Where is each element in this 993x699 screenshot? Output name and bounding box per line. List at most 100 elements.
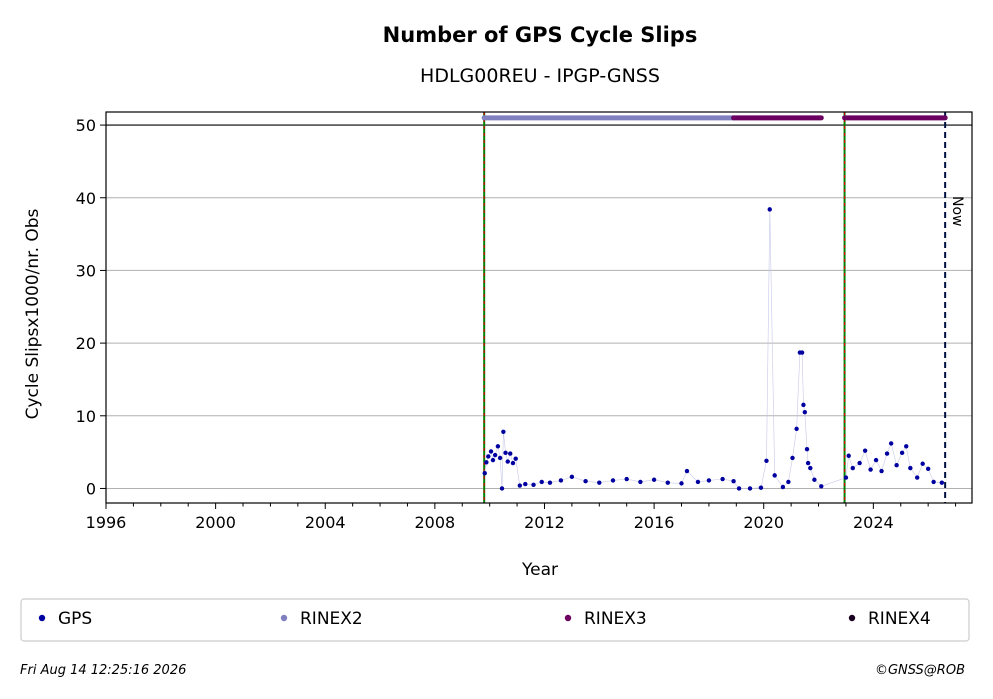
gps-point	[908, 465, 913, 471]
y-tick-label: 50	[76, 116, 96, 135]
gps-point	[547, 480, 553, 485]
gps-point	[843, 475, 849, 480]
gps-points	[482, 207, 945, 491]
gps-point	[510, 460, 516, 466]
y-axis-label: Cycle Slipsx1000/nr. Obs	[23, 208, 43, 419]
now-marker-label: Now	[949, 196, 965, 227]
grid-lines	[106, 124, 972, 489]
gps-point	[862, 448, 868, 453]
gps-point	[920, 461, 925, 466]
x-tick-label: 2016	[634, 513, 675, 532]
gps-point	[790, 455, 795, 461]
gps-point	[888, 441, 894, 446]
gps-point	[484, 460, 489, 465]
x-axis: 1996 2000 2004 2008 2012 2016 2020 2024	[86, 503, 957, 532]
gps-point	[899, 450, 905, 456]
x-axis-label: Year	[521, 560, 558, 580]
gps-point	[857, 460, 862, 466]
footer-timestamp: Fri Aug 14 12:25:16 2026	[20, 663, 186, 678]
legend-frame	[20, 598, 970, 642]
gps-point	[808, 465, 813, 471]
legend: GPS RINEX2 RINEX3 RINEX4	[20, 598, 970, 642]
gps-point	[497, 455, 503, 461]
gps-point	[802, 409, 808, 415]
gps-point	[610, 478, 616, 483]
legend-label-gps: GPS	[58, 609, 92, 629]
gps-trace	[484, 209, 942, 489]
gps-point	[523, 481, 528, 487]
x-tick-label: 2004	[305, 513, 346, 532]
gps-point	[868, 467, 873, 472]
gps-point	[501, 429, 506, 434]
gps-point	[488, 449, 494, 454]
gps-point	[939, 480, 945, 485]
gps-point	[569, 474, 575, 480]
legend-marker-gps	[38, 614, 46, 622]
gps-point	[492, 452, 498, 458]
x-tick-label: 2008	[415, 513, 456, 532]
x-tick-label: 2000	[195, 513, 236, 532]
gps-point	[767, 207, 772, 212]
gps-point	[720, 476, 725, 482]
gps-point	[925, 466, 931, 472]
x-tick-label: 2024	[853, 513, 894, 532]
gps-point	[539, 479, 544, 485]
legend-marker-rinex2	[280, 614, 288, 622]
gps-point	[884, 451, 890, 456]
gps-point	[486, 454, 491, 459]
gps-point	[780, 484, 786, 490]
gps-point	[558, 478, 564, 483]
y-tick-label: 0	[86, 479, 96, 498]
gps-point	[879, 468, 884, 474]
y-tick-label: 20	[76, 334, 96, 353]
gps-point	[517, 483, 523, 488]
gps-point	[786, 479, 791, 485]
chart-subtitle: HDLG00REU - IPGP-GNSS	[420, 65, 660, 87]
legend-marker-rinex3	[564, 614, 572, 622]
gps-point	[508, 451, 513, 456]
gps-point	[931, 479, 936, 485]
y-tick-label: 30	[76, 261, 96, 280]
gps-point	[731, 478, 736, 484]
gps-point	[513, 456, 518, 461]
gps-point	[850, 465, 855, 471]
gps-point	[873, 457, 879, 463]
y-axis: 0 10 20 30 40 50	[76, 116, 106, 498]
gps-point	[503, 450, 508, 456]
gps-point	[684, 468, 690, 474]
gps-point	[651, 477, 657, 482]
gps-point	[706, 478, 712, 483]
gps-point	[904, 444, 909, 449]
gps-point	[799, 350, 805, 355]
gps-point	[764, 458, 769, 464]
gps-point	[794, 426, 799, 432]
gps-point	[894, 463, 899, 468]
gps-point	[624, 476, 629, 482]
x-tick-label: 1996	[86, 513, 127, 532]
gps-point	[505, 459, 510, 464]
gps-point	[812, 477, 817, 482]
vertical-markers: Now	[483, 112, 965, 503]
gps-point	[801, 402, 806, 408]
plot-frame	[105, 111, 973, 504]
gps-point	[758, 485, 764, 490]
x-tick-label: 2020	[743, 513, 784, 532]
gps-point	[499, 486, 505, 491]
gps-point	[597, 480, 602, 485]
footer-credit: ©GNSS@ROB	[875, 663, 965, 678]
legend-label-rinex2: RINEX2	[300, 609, 363, 629]
gps-point	[679, 481, 684, 486]
gps-point	[747, 486, 753, 491]
gps-point	[490, 457, 496, 463]
chart-title: Number of GPS Cycle Slips	[383, 23, 698, 47]
y-tick-label: 10	[76, 407, 96, 426]
gps-point	[695, 479, 701, 485]
legend-label-rinex3: RINEX3	[584, 609, 647, 629]
gps-point	[772, 473, 777, 478]
gps-point	[846, 453, 851, 458]
gps-point	[736, 486, 742, 491]
gps-point	[583, 478, 588, 484]
gps-point	[495, 444, 501, 449]
legend-marker-rinex4	[848, 614, 856, 622]
